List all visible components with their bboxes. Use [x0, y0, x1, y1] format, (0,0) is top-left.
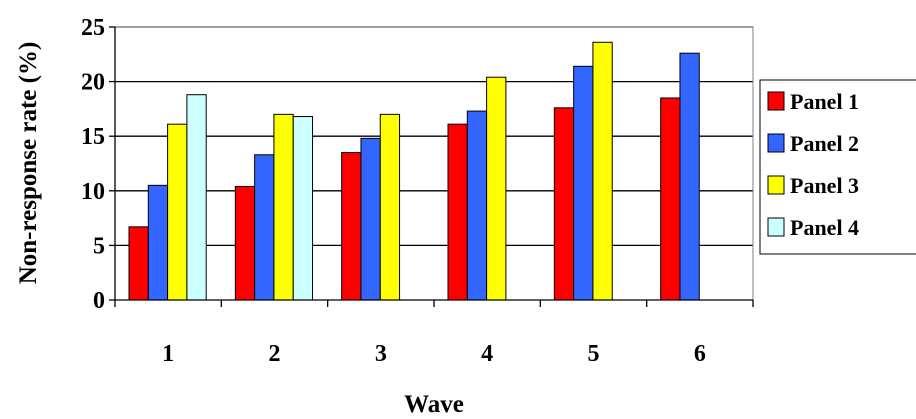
bar [379, 113, 401, 301]
legend-swatch [767, 175, 785, 195]
y-tick-label: 15 [81, 124, 105, 150]
x-tick-label: 5 [588, 341, 600, 367]
legend: Panel 1 Panel 2 Panel 3 Panel 4 [759, 79, 916, 255]
y-axis-label: Non-response rate (%) [15, 42, 42, 285]
bar [360, 137, 381, 301]
legend-swatch [767, 133, 785, 153]
bar [254, 154, 275, 301]
bar [341, 152, 362, 301]
legend-label: Panel 1 [790, 89, 859, 114]
bar [273, 113, 294, 301]
x-tick-label: 1 [162, 341, 174, 367]
x-tick-label: 4 [481, 341, 493, 367]
bar [660, 97, 681, 301]
x-tick-label: 2 [269, 341, 281, 367]
bar [186, 94, 207, 301]
x-axis-label: Wave [404, 391, 464, 418]
legend-label: Panel 4 [790, 215, 859, 240]
bars [128, 41, 700, 301]
bar [486, 76, 507, 301]
gridlines [115, 26, 753, 247]
bar [292, 116, 314, 301]
y-tick-label: 5 [93, 233, 105, 259]
bar [466, 110, 488, 301]
legend-swatch [767, 91, 785, 111]
x-tick-label: 6 [694, 341, 706, 367]
y-tick-labels: 0 5 10 15 20 25 [81, 15, 105, 314]
legend-label: Panel 3 [790, 173, 859, 198]
plot-area [114, 26, 754, 301]
y-tick-label: 10 [81, 179, 105, 205]
bar [592, 41, 613, 301]
legend-frame [759, 79, 916, 255]
bar [128, 226, 149, 301]
bar [573, 65, 594, 301]
bar [679, 52, 700, 301]
axes [109, 26, 754, 307]
bar [147, 184, 169, 301]
x-tick-labels: 1 2 3 4 5 6 [162, 341, 706, 367]
y-tick-label: 0 [93, 288, 105, 314]
y-tick-label: 25 [81, 15, 105, 41]
bar [234, 185, 256, 301]
bar [167, 123, 188, 301]
x-tick-label: 3 [375, 341, 387, 367]
y-tick-label: 20 [81, 70, 105, 96]
bar [447, 123, 468, 301]
legend-swatch [767, 217, 785, 237]
legend-label: Panel 2 [790, 131, 859, 156]
bar [553, 107, 575, 301]
